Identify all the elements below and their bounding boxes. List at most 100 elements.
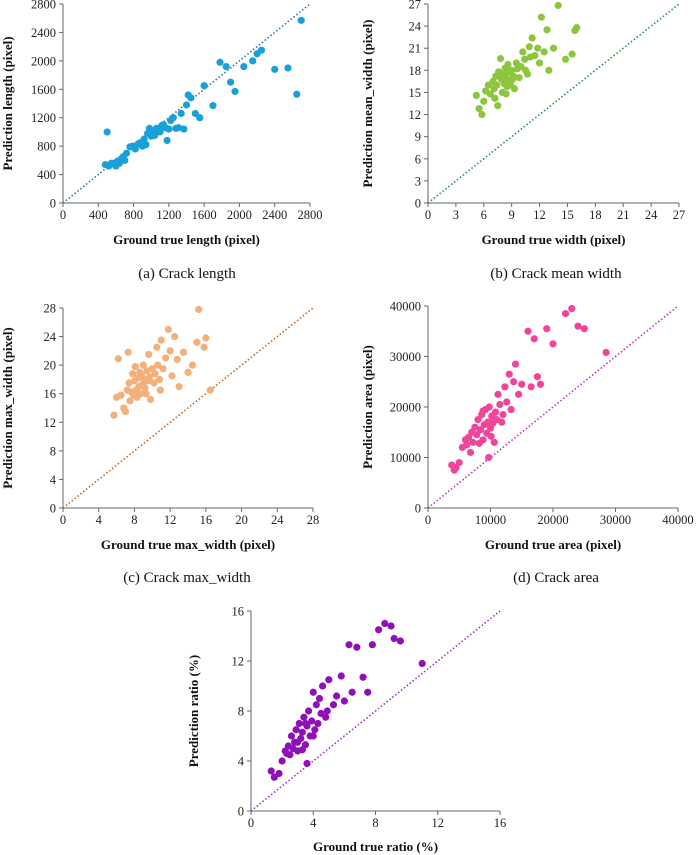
data-point bbox=[527, 383, 535, 391]
data-point bbox=[561, 309, 570, 318]
data-point bbox=[200, 82, 208, 90]
data-point bbox=[510, 378, 518, 386]
data-point bbox=[533, 373, 541, 381]
data-point bbox=[475, 105, 483, 113]
data-point bbox=[490, 438, 498, 446]
data-point bbox=[195, 305, 203, 314]
data-point bbox=[153, 343, 161, 351]
data-point bbox=[323, 707, 331, 715]
x-tick-label: 20000 bbox=[537, 513, 568, 527]
data-point bbox=[390, 634, 398, 643]
data-point bbox=[479, 436, 487, 444]
data-point bbox=[508, 66, 516, 74]
data-point bbox=[518, 380, 526, 388]
data-point bbox=[515, 74, 523, 82]
y-tick-label: 0 bbox=[50, 502, 56, 516]
data-point bbox=[368, 641, 376, 649]
data-point bbox=[523, 70, 532, 78]
reference-line bbox=[250, 610, 501, 812]
data-point bbox=[325, 676, 333, 684]
data-point bbox=[193, 338, 201, 346]
x-tick-label: 800 bbox=[124, 208, 143, 222]
data-point bbox=[521, 55, 529, 63]
data-point bbox=[287, 732, 296, 740]
y-tick-label: 0 bbox=[415, 197, 421, 211]
data-point bbox=[309, 732, 317, 740]
data-point bbox=[574, 322, 582, 330]
chart-caption: (d) Crack area bbox=[513, 570, 599, 586]
y-tick-label: 2400 bbox=[31, 26, 56, 40]
x-tick-label: 1600 bbox=[192, 208, 217, 222]
data-point bbox=[142, 390, 150, 398]
x-tick-label: 20 bbox=[235, 513, 248, 527]
x-tick-label: 15 bbox=[561, 208, 574, 222]
y-tick-label: 15 bbox=[409, 86, 422, 100]
data-point bbox=[166, 347, 174, 355]
data-point bbox=[146, 373, 154, 381]
data-point bbox=[121, 407, 130, 416]
data-point bbox=[463, 441, 471, 449]
data-point bbox=[168, 372, 176, 380]
y-tick-label: 12 bbox=[409, 108, 422, 122]
data-point bbox=[501, 383, 509, 391]
y-axis-label: Prediction ratio (%) bbox=[186, 655, 201, 767]
x-tick-label: 12 bbox=[164, 513, 177, 527]
data-point bbox=[318, 682, 327, 690]
data-point bbox=[471, 423, 479, 431]
data-point bbox=[227, 78, 235, 86]
data-point bbox=[283, 749, 291, 758]
y-tick-label: 0 bbox=[238, 805, 244, 819]
x-tick-label: 12 bbox=[533, 208, 546, 222]
data-point bbox=[602, 348, 610, 357]
data-point bbox=[498, 418, 506, 426]
data-point bbox=[157, 336, 165, 344]
data-point bbox=[504, 60, 512, 69]
y-axis-label: Prediction length (pixel) bbox=[0, 36, 15, 170]
data-point bbox=[525, 43, 533, 51]
data-point bbox=[478, 110, 486, 119]
data-point bbox=[165, 125, 173, 133]
data-point bbox=[359, 673, 367, 681]
data-point bbox=[515, 390, 523, 398]
data-point bbox=[222, 62, 230, 71]
x-axis-label: Ground true area (pixel) bbox=[485, 537, 621, 552]
data-point bbox=[381, 619, 389, 628]
data-point bbox=[536, 380, 545, 388]
chart-4: 0 4 8 12 16 0 4 8 12 16 Ground true ratio (%) Predi… bbox=[186, 605, 506, 855]
y-axis-label: Prediction mean_width (pixel) bbox=[360, 19, 375, 187]
data-point bbox=[510, 85, 519, 93]
data-point bbox=[485, 403, 493, 411]
chart-3: 0 10000 20000 30000 40000 0 10000 20000 30000 400… bbox=[360, 300, 694, 587]
y-tick-label: 16 bbox=[44, 387, 57, 401]
data-point bbox=[139, 361, 147, 369]
data-point bbox=[121, 156, 129, 164]
data-point bbox=[142, 141, 150, 149]
x-tick-label: 3 bbox=[453, 208, 459, 222]
data-point bbox=[304, 707, 313, 715]
data-point bbox=[508, 75, 517, 83]
x-tick-label: 16 bbox=[200, 513, 213, 527]
data-point bbox=[537, 13, 546, 21]
x-tick-label: 10000 bbox=[475, 513, 506, 527]
data-point bbox=[487, 432, 495, 440]
x-tick-label: 0 bbox=[425, 208, 431, 222]
x-tick-label: 18 bbox=[589, 208, 602, 222]
data-point bbox=[496, 400, 504, 409]
x-tick-label: 16 bbox=[494, 816, 507, 830]
data-point bbox=[519, 48, 527, 56]
y-tick-label: 40000 bbox=[390, 300, 421, 314]
x-tick-label: 2400 bbox=[262, 208, 287, 222]
data-point bbox=[298, 746, 306, 754]
data-point bbox=[164, 325, 172, 334]
data-point bbox=[163, 136, 171, 145]
data-point bbox=[295, 719, 303, 728]
data-point bbox=[267, 767, 275, 775]
data-point bbox=[473, 431, 481, 439]
data-point bbox=[169, 114, 177, 122]
data-point bbox=[209, 102, 217, 110]
data-point bbox=[549, 44, 558, 52]
x-tick-label: 12 bbox=[432, 816, 445, 830]
data-point bbox=[466, 448, 475, 457]
data-point bbox=[206, 386, 214, 394]
y-tick-label: 27 bbox=[409, 0, 422, 12]
